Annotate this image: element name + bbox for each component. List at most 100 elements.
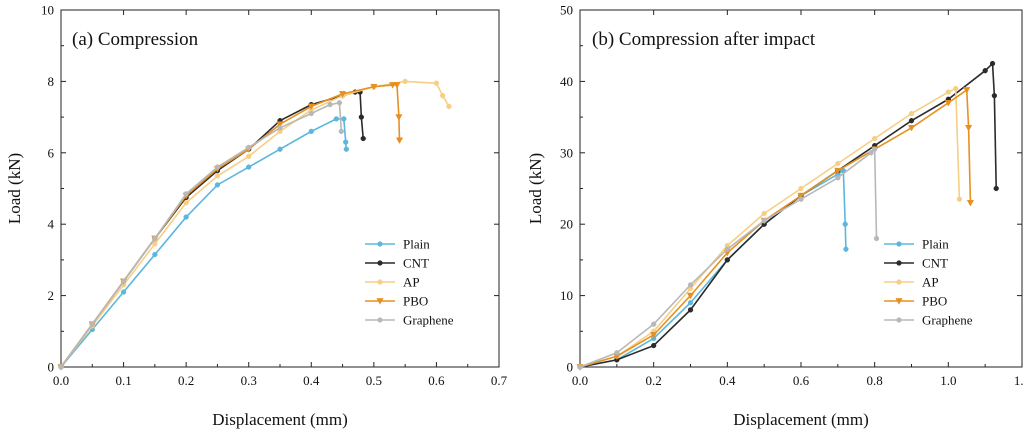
panel-compression: 0.0 0.1 0.2 0.3 0.4 0.5 0.6 0.7 0 2 4 6 8 10 Displacem… — [5, 3, 508, 430]
data-point — [686, 292, 695, 300]
data-point — [687, 282, 694, 288]
y-tick-label: 8 — [48, 74, 55, 89]
series-graphene — [58, 100, 344, 370]
data-point — [214, 182, 221, 188]
data-point — [835, 175, 841, 181]
data-point — [338, 91, 347, 98]
data-point — [120, 278, 127, 284]
data-point — [333, 116, 339, 122]
series-line — [579, 87, 961, 368]
series-line — [60, 80, 450, 368]
data-point — [577, 364, 583, 370]
legend-swatch-marker — [896, 241, 902, 247]
x-tick-label: 0.5 — [366, 373, 382, 388]
series-line — [60, 84, 401, 368]
legend-label: CNT — [403, 256, 429, 271]
data-point — [944, 100, 952, 107]
data-point — [440, 93, 446, 99]
data-point — [724, 246, 730, 252]
data-point — [277, 125, 283, 131]
y-axis-title: Load (kN) — [5, 153, 24, 224]
x-tick-label: 0.6 — [428, 373, 445, 388]
data-point — [650, 332, 658, 339]
series-line — [60, 91, 365, 368]
data-point — [152, 251, 158, 258]
y-tick-label: 10 — [560, 288, 573, 303]
data-point — [246, 144, 252, 151]
data-point — [872, 135, 878, 142]
data-point — [991, 93, 998, 99]
series-line — [60, 102, 343, 368]
data-point — [446, 103, 452, 110]
data-point — [336, 100, 343, 106]
y-tick-label: 2 — [48, 288, 55, 303]
legend-label: AP — [922, 275, 939, 290]
series-line — [579, 89, 972, 368]
x-tick-label: 0.4 — [719, 373, 736, 388]
data-point — [341, 116, 347, 122]
series-line — [60, 118, 348, 368]
data-point — [152, 235, 158, 242]
data-point — [614, 350, 620, 356]
data-point — [277, 146, 283, 152]
x-tick-label: 1.0 — [940, 373, 956, 388]
y-tick-label: 40 — [560, 74, 573, 89]
data-point — [651, 342, 657, 349]
legend-label: PBO — [403, 294, 428, 309]
legend-swatch-marker — [377, 241, 383, 247]
legend-swatch-marker — [896, 279, 902, 285]
data-point — [120, 289, 127, 295]
data-point — [343, 146, 349, 152]
data-point — [989, 60, 996, 67]
x-tick-label: 0.4 — [303, 373, 320, 388]
data-point — [982, 68, 988, 74]
x-axis-title: Displacement (mm) — [212, 410, 348, 429]
data-point — [761, 210, 767, 217]
x-tick-label: 1.2 — [1014, 373, 1024, 388]
data-point — [183, 191, 189, 197]
data-point — [953, 85, 959, 92]
data-point — [945, 89, 951, 95]
data-point — [358, 114, 364, 120]
data-point — [307, 103, 315, 111]
data-point — [724, 257, 730, 263]
legend-swatch-marker — [896, 260, 902, 266]
legend-label: PBO — [922, 294, 947, 309]
legend-swatch-marker — [376, 298, 384, 305]
data-point — [873, 235, 880, 242]
data-point — [58, 364, 64, 370]
series-cnt — [58, 89, 366, 370]
legend: Plain CNT AP PBO Graphene — [884, 237, 973, 328]
data-point — [651, 321, 657, 327]
x-axis-title: Displacement (mm) — [733, 410, 869, 429]
data-point — [966, 199, 975, 207]
data-point — [843, 246, 849, 252]
legend-swatch-marker — [895, 298, 903, 305]
series-ap — [58, 78, 452, 370]
data-point — [395, 114, 403, 121]
data-point — [993, 185, 999, 192]
y-tick-label: 10 — [41, 3, 54, 18]
legend-label: AP — [403, 275, 420, 290]
legend-swatch-marker — [377, 279, 383, 285]
panel-title: (b) Compression after impact — [592, 29, 816, 50]
data-point — [183, 214, 189, 220]
data-point — [964, 125, 973, 132]
data-point — [343, 139, 349, 145]
data-point — [183, 200, 189, 206]
panel-title: (a) Compression — [72, 29, 199, 50]
data-point — [907, 125, 916, 132]
y-tick-label: 0 — [48, 360, 55, 375]
data-point — [214, 173, 221, 179]
data-point — [835, 160, 841, 167]
series-pbo — [576, 87, 975, 371]
x-tick-label: 0.0 — [53, 373, 69, 388]
data-point — [360, 135, 366, 142]
y-tick-label: 30 — [560, 145, 573, 160]
legend-swatch-marker — [896, 317, 902, 323]
legend-swatch-marker — [377, 260, 383, 266]
data-point — [389, 82, 397, 89]
series-graphene — [577, 146, 880, 370]
y-tick-label: 0 — [567, 360, 574, 375]
